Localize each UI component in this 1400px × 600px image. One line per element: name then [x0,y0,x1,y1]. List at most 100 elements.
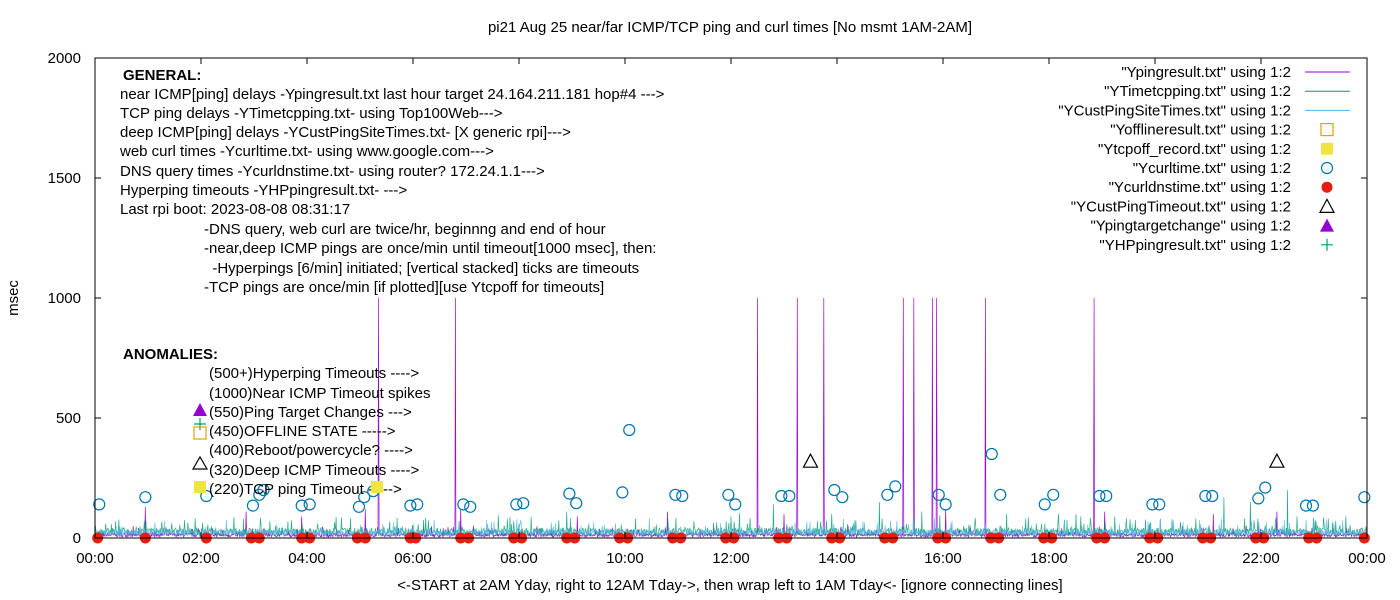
data-point [1299,499,1313,512]
anomaly-offline-marker [193,426,207,440]
data-point [457,498,470,511]
x-tick-label: 16:00 [924,550,962,567]
data-point [1306,499,1320,512]
data-point [783,489,796,503]
general-line: Hyperping timeouts -YHPpingresult.txt- -… [120,182,407,199]
x-tick-label: 04:00 [288,550,326,567]
anomaly-line: (450)OFFLINE STATE -----> [209,423,396,440]
general-line: Last rpi boot: 2023-08-08 08:31:17 [120,201,350,218]
indented-line: -near,deep ICMP pings are once/min until… [204,240,656,257]
y-tick-label: 1500 [48,170,81,187]
data-point [93,498,106,511]
data-point [303,498,316,511]
data-point [985,447,998,461]
x-tick-label: 14:00 [818,550,856,567]
data-point [200,489,213,503]
y-tick-label: 500 [56,410,81,427]
data-point [616,486,629,499]
data-point [889,480,902,493]
data-point [257,483,270,497]
x-tick-label: 06:00 [394,550,432,567]
data-point [932,488,945,501]
data-point [802,452,819,468]
x-tick-label: 22:00 [1242,550,1280,567]
data-point [1199,489,1212,503]
data-point [775,489,788,503]
data-point [139,491,152,504]
anomaly-line: (1000)Near ICMP Timeout spikes [209,385,430,402]
legend-label: "YTimetcpping.txt" using 1:2 [1104,83,1291,100]
chart-title: pi21 Aug 25 near/far ICMP/TCP ping and c… [488,19,972,36]
data-point [1259,481,1272,494]
anomalies-annotation: ANOMALIES: (500+)Hyperping Timeouts ----… [123,346,430,498]
anomaly-line: (400)Reboot/powercycle? ----> [209,442,413,459]
general-annotation: GENERAL: near ICMP[ping] delays -Ypingre… [119,67,665,296]
y-tick-label: 1000 [48,290,81,307]
data-point [411,498,424,511]
anomaly-line: (550)Ping Target Changes ---> [209,404,412,421]
data-point [352,500,366,513]
data-point [1038,498,1051,511]
data-point [1047,488,1060,501]
data-point [722,488,735,501]
data-point [1093,489,1106,503]
data-point [570,497,583,510]
legend-label: "YCustPingSiteTimes.txt" using 1:2 [1058,102,1291,119]
anomaly-tcp-timeout-marker [194,481,206,493]
data-point [404,499,417,512]
legend-label: "Ypingtargetchange" using 1:2 [1090,218,1291,235]
data-point [1100,489,1113,503]
data-point [1252,492,1265,505]
legend-marker [1320,122,1334,137]
data-point [510,498,523,511]
data-point [623,423,636,437]
data-point [836,491,849,504]
legend-marker [1318,198,1336,213]
data-point [1146,498,1159,511]
legend-label: "Ycurltime.txt" using 1:2 [1133,160,1291,177]
legend-label: "Ycurldnstime.txt" using 1:2 [1109,179,1291,196]
legend-marker [1321,142,1333,155]
indented-line: -DNS query, web curl are twice/hr, begin… [204,221,606,238]
y-tick-label: 0 [73,530,81,547]
legend-marker [1320,218,1334,232]
legend-label: "Ytcpoff_record.txt" using 1:2 [1098,141,1291,158]
x-tick-label: 02:00 [182,550,220,567]
legend-label: "YHPpingresult.txt" using 1:2 [1099,237,1291,254]
axis-layer: 00:00 02:00 04:00 06:00 08:00 10:00 12:00 14:00… [48,50,1386,567]
data-point [1358,491,1371,504]
anomalies-header: ANOMALIES: [123,346,218,363]
legend-marker [1321,238,1333,251]
anomaly-line: (220)TCP ping Timeout -----> [209,481,402,498]
legend-label: "YCustPingTimeout.txt" using 1:2 [1071,198,1291,215]
anomaly-hyperping-marker [194,418,206,430]
data-point [676,489,689,503]
points-layer [92,423,1371,544]
indented-line: -Hyperpings [6/min] initiated; [vertical… [204,260,639,277]
x-axis-label: <-START at 2AM Yday, right to 12AM Tday-… [397,577,1062,594]
data-point [729,498,742,511]
data-point [1268,452,1285,468]
x-tick-label: 08:00 [500,550,538,567]
general-line: DNS query times -Ycurldnstime.txt- using… [120,163,545,180]
general-line: TCP ping delays -YTimetcpping.txt- using… [120,105,503,122]
data-point [517,497,530,510]
data-point [1153,498,1166,511]
x-tick-label: 10:00 [606,550,644,567]
general-line: near ICMP[ping] delays -Ypingresult.txt … [120,86,665,103]
data-point [246,499,260,512]
data-point [828,483,841,497]
legend-label: "Ypingresult.txt" using 1:2 [1121,64,1291,81]
data-point [563,487,576,500]
x-tick-label: 00:00 [76,550,114,567]
x-tick-label: 12:00 [712,550,750,567]
data-point [669,488,682,501]
anomaly-line: (320)Deep ICMP Timeouts ----> [209,462,419,479]
general-line: web curl times -Ycurltime.txt- using www… [119,143,494,160]
general-line: deep ICMP[ping] delays -YCustPingSiteTim… [120,124,571,141]
x-tick-label: 00:00 [1348,550,1386,567]
legend: "Ypingresult.txt" using 1:2 "YTimetcpping… [1058,64,1350,254]
legend-marker [1321,181,1333,193]
data-point [295,499,308,512]
